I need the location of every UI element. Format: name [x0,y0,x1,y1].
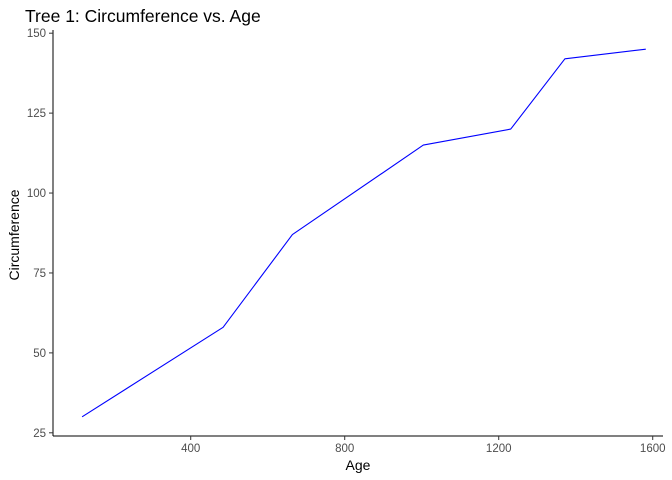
x-tick-label: 1200 [486,443,512,455]
x-tick-label: 800 [335,443,354,455]
x-tick-label: 1600 [640,443,666,455]
y-tick-label: 125 [27,108,46,120]
y-tick-label: 150 [27,28,46,40]
y-tick-label: 25 [33,428,46,440]
series-line [81,48,646,418]
x-tick-label: 400 [181,443,200,455]
plot-area [81,48,646,418]
y-tick-label: 100 [27,188,46,200]
y-tick-label: 50 [33,348,46,360]
y-tick-label: 75 [33,268,46,280]
y-axis-title: Circumference [6,189,22,280]
chart-title: Tree 1: Circumference vs. Age [25,6,261,26]
axes: 400 800 1200 1600 25 50 75 100 125 150 [27,28,666,455]
x-axis-title: Age [346,457,371,473]
